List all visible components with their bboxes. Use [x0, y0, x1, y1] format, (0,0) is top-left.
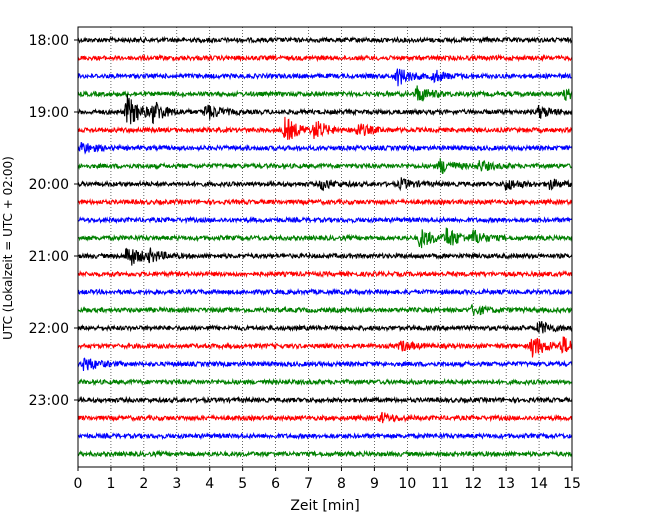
x-tick-label: 3 [172, 476, 181, 492]
trace-2200 [77, 321, 573, 334]
y-axis-ticks: 18:00 19:00 20:00 21:00 22:00 23:00 [29, 33, 78, 409]
trace-1900 [77, 94, 573, 125]
x-tick-label: 15 [563, 476, 581, 492]
trace-2015 [77, 197, 573, 207]
trace-2130 [77, 287, 573, 297]
plot-frame [77, 26, 573, 468]
grid-lines [110, 27, 540, 467]
trace-2245 [77, 377, 573, 387]
trace-1915 [77, 116, 573, 140]
trace-2045 [77, 227, 573, 249]
x-tick-label: 0 [74, 476, 83, 492]
x-axis-label: Zeit [min] [290, 498, 359, 514]
trace-2345 [77, 449, 573, 459]
x-tick-label: 4 [205, 476, 214, 492]
y-tick-label: 22:00 [29, 321, 69, 337]
trace-2030 [77, 215, 573, 225]
trace-1830 [77, 68, 573, 87]
y-tick-label: 19:00 [29, 105, 69, 121]
x-tick-label: 8 [337, 476, 346, 492]
trace-2115 [77, 269, 573, 279]
trace-2215 [77, 336, 573, 358]
x-tick-label: 5 [238, 476, 247, 492]
trace-2300 [77, 395, 573, 405]
x-tick-label: 11 [431, 476, 449, 492]
x-tick-label: 2 [139, 476, 148, 492]
trace-1930 [77, 141, 573, 155]
x-tick-label: 10 [398, 476, 416, 492]
x-axis-ticks: 0 1 2 3 4 5 6 7 8 9 10 11 12 13 14 15 [74, 467, 581, 492]
y-tick-label: 20:00 [29, 177, 69, 193]
x-tick-label: 12 [464, 476, 482, 492]
y-axis-label: UTC (Lokalzeit = UTC + 02:00) [1, 156, 15, 340]
y-tick-label: 21:00 [29, 249, 69, 265]
trace-2100 [77, 247, 573, 266]
x-tick-label: 1 [106, 476, 115, 492]
x-tick-label: 6 [271, 476, 280, 492]
x-tick-label: 9 [370, 476, 379, 492]
y-tick-label: 18:00 [29, 33, 69, 49]
trace-1945 [77, 158, 573, 175]
trace-2000 [77, 177, 573, 192]
x-tick-label: 7 [304, 476, 313, 492]
trace-2330 [77, 431, 573, 441]
seismic-traces [77, 35, 573, 459]
trace-2145 [77, 304, 573, 316]
trace-1815 [77, 53, 573, 63]
trace-2230 [77, 357, 573, 372]
trace-1845 [77, 85, 573, 103]
x-tick-label: 13 [497, 476, 515, 492]
y-tick-label: 23:00 [29, 393, 69, 409]
x-tick-label: 14 [530, 476, 548, 492]
trace-2315 [77, 411, 573, 424]
trace-1800 [77, 35, 573, 45]
